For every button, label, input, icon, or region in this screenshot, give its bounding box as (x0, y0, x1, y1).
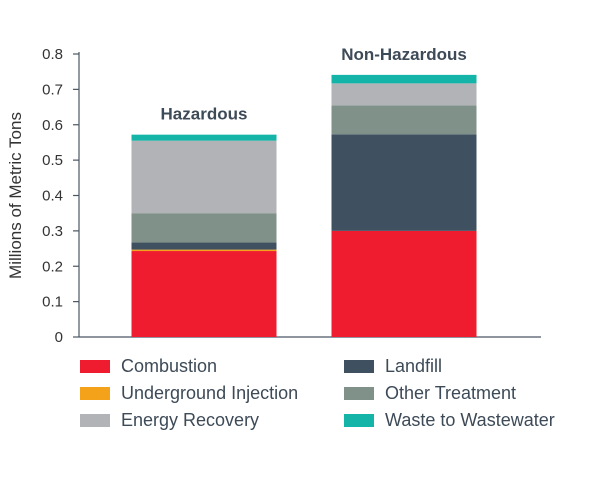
legend-label: Underground Injection (121, 383, 299, 403)
y-tick-label: 0.7 (42, 81, 63, 98)
bar-segment-waste-to-wastewater (131, 134, 277, 141)
legend-label: Energy Recovery (121, 410, 260, 430)
bar-segment-underground-injection (131, 249, 277, 252)
legend-item-energy-recovery: Energy Recovery (80, 410, 344, 431)
legend-item-other-treatment: Other Treatment (344, 383, 590, 404)
bar-segment-landfill (331, 134, 477, 231)
y-axis-title: Millions of Metric Tons (6, 112, 25, 279)
bar-segment-combustion (131, 251, 277, 337)
chart-bars (131, 74, 477, 337)
y-tick-label: 0.1 (42, 294, 63, 311)
chart-labels: Hazardous Non-Hazardous (161, 45, 467, 124)
legend-swatch-waste-to-wastewater (344, 414, 374, 427)
y-tick-label: 0.5 (42, 152, 63, 169)
legend-item-waste-to-wastewater: Waste to Wastewater (344, 410, 590, 431)
legend-swatch-underground-injection (80, 387, 110, 400)
legend-label: Other Treatment (385, 383, 517, 403)
legend-label: Waste to Wastewater (385, 410, 555, 430)
y-tick-label: 0.8 (42, 46, 63, 63)
legend-label: Combustion (121, 356, 218, 376)
category-label: Hazardous (161, 105, 248, 124)
legend-swatch-energy-recovery (80, 414, 110, 427)
legend-swatch-combustion (80, 360, 110, 373)
bar-segment-energy-recovery (131, 140, 277, 214)
y-tick-label: 0.6 (42, 117, 63, 134)
bar-segment-other-treatment (131, 213, 277, 243)
legend-swatch-other-treatment (344, 387, 374, 400)
legend-item-underground-injection: Underground Injection (80, 383, 344, 404)
bar-segment-landfill (131, 242, 277, 250)
bar-segment-waste-to-wastewater (331, 74, 477, 84)
legend-swatch-landfill (344, 360, 374, 373)
chart-legend: Combustion Landfill Underground Injectio… (80, 356, 590, 431)
legend-item-combustion: Combustion (80, 356, 344, 377)
y-tick-label: 0 (55, 329, 63, 346)
y-tick-label: 0.2 (42, 258, 63, 275)
y-tick-label: 0.3 (42, 223, 63, 240)
chart-axes: 0 0.1 0.2 0.3 0.4 0.5 0.6 0.7 0.8 Millions of Met… (6, 46, 541, 346)
bar-segment-combustion (331, 230, 477, 337)
bar-segment-other-treatment (331, 105, 477, 135)
category-label: Non-Hazardous (341, 45, 467, 64)
legend-item-landfill: Landfill (344, 356, 590, 377)
y-tick-label: 0.4 (42, 188, 63, 205)
bar-segment-energy-recovery (331, 83, 477, 106)
legend-label: Landfill (385, 356, 443, 376)
